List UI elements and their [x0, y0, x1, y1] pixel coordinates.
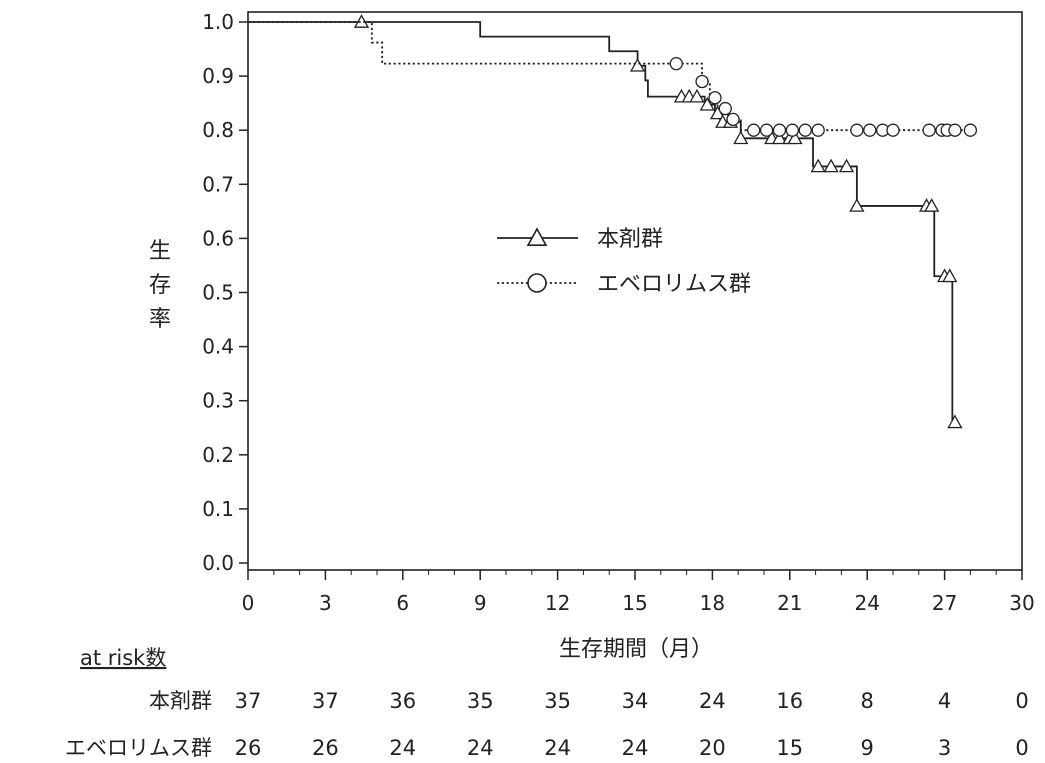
censor-mark	[785, 123, 800, 137]
at-risk-value: 3	[938, 736, 951, 760]
censor-mark	[811, 123, 825, 137]
censor-mark	[772, 123, 787, 137]
censor-mark	[708, 91, 722, 105]
censor-mark	[863, 123, 877, 137]
censor-mark	[947, 414, 963, 429]
censor-mark	[838, 158, 855, 173]
censor-mark	[787, 130, 803, 145]
x-tick-label: 9	[474, 591, 487, 615]
y-tick-label: 0.7	[202, 172, 234, 196]
legend-marker	[526, 227, 548, 246]
x-tick-label: 15	[622, 591, 647, 615]
censor-mark	[689, 88, 705, 103]
series-1	[248, 14, 963, 429]
at-risk-value: 35	[467, 689, 494, 713]
censor-mark	[810, 158, 826, 173]
x-axis-title: 生存期間（月）	[559, 637, 713, 662]
censor-mark	[849, 198, 865, 212]
at-risk-value: 26	[312, 736, 339, 760]
at-risk-value: 24	[699, 689, 726, 713]
at-risk-value: 4	[938, 689, 951, 713]
censor-mark	[948, 123, 962, 137]
censor-mark	[718, 101, 732, 116]
y-tick-label: 0.2	[202, 443, 234, 467]
at-risk-value: 8	[861, 689, 874, 713]
x-axis: 0 3 6 9 12 15 18 21 24 27 30	[242, 570, 1035, 615]
x-tick-label: 30	[1009, 591, 1034, 615]
series-layer	[248, 14, 978, 429]
censor-mark	[886, 123, 900, 137]
y-tick-label: 0.6	[202, 226, 234, 250]
at-risk-value: 15	[776, 736, 803, 760]
censor-mark	[963, 123, 978, 137]
x-tick-label: 24	[854, 591, 879, 615]
x-tick-label: 12	[545, 591, 570, 615]
legend-marker	[527, 273, 547, 293]
series-line	[248, 21, 971, 132]
at-risk-value: 0	[1015, 689, 1028, 713]
at-risk-table: at risk数 本剤群 37 37 36 35 35 34 24 16 8 4 0 エベロリムス群 26…	[65, 646, 1029, 760]
censor-mark	[798, 123, 812, 137]
at-risk-row-label: エベロリムス群	[65, 736, 212, 760]
at-risk-value: 24	[467, 736, 494, 760]
censor-mark	[669, 57, 683, 71]
at-risk-value: 37	[312, 689, 339, 713]
at-risk-value: 24	[622, 736, 649, 760]
censor-mark	[747, 123, 761, 137]
x-tick-label: 18	[700, 591, 725, 615]
censor-mark	[942, 268, 958, 283]
legend-label: 本剤群	[597, 227, 663, 252]
series-2	[248, 21, 978, 137]
x-tick-label: 3	[319, 591, 332, 615]
at-risk-value: 9	[861, 736, 874, 760]
censor-mark	[922, 123, 936, 137]
at-risk-value: 16	[776, 689, 803, 713]
y-axis: 0.0 0.1 0.2 0.3 0.4 0.5 0.6 0.7 0.8 0.9 1.0	[202, 10, 248, 575]
y-tick-label: 0.4	[202, 335, 234, 359]
series-line	[248, 21, 954, 423]
at-risk-value: 35	[544, 689, 571, 713]
censor-mark	[759, 123, 774, 137]
censor-mark	[733, 130, 749, 145]
at-risk-value: 24	[544, 736, 571, 760]
y-tick-label: 1.0	[202, 10, 234, 34]
x-tick-label: 21	[777, 591, 802, 615]
at-risk-value: 34	[622, 689, 649, 713]
at-risk-value: 36	[389, 689, 416, 713]
at-risk-value: 0	[1015, 736, 1028, 760]
y-tick-label: 0.5	[202, 281, 234, 305]
censor-mark	[924, 198, 940, 212]
y-tick-label: 0.3	[202, 389, 234, 413]
censor-mark	[699, 96, 715, 111]
at-risk-value: 37	[235, 689, 262, 713]
y-tick-label: 0.9	[202, 64, 234, 88]
censor-mark	[850, 123, 864, 137]
at-risk-value: 26	[235, 736, 262, 760]
x-tick-label: 27	[932, 591, 957, 615]
censor-mark	[771, 130, 788, 145]
censor-mark	[695, 74, 709, 89]
y-tick-label: 0.8	[202, 118, 234, 142]
legend-label: エベロリムス群	[597, 272, 751, 297]
censor-mark	[629, 57, 646, 72]
at-risk-row-label: 本剤群	[149, 689, 212, 713]
y-tick-label: 0.1	[202, 497, 234, 521]
y-tick-label: 0.0	[202, 551, 234, 575]
censor-mark	[823, 158, 839, 173]
y-axis-title: 生存率	[149, 239, 171, 332]
x-tick-label: 0	[242, 591, 255, 615]
at-risk-header: at risk数	[80, 646, 166, 670]
at-risk-value: 20	[699, 736, 726, 760]
x-tick-label: 6	[396, 591, 409, 615]
at-risk-value: 24	[389, 736, 416, 760]
censor-mark	[726, 112, 740, 127]
